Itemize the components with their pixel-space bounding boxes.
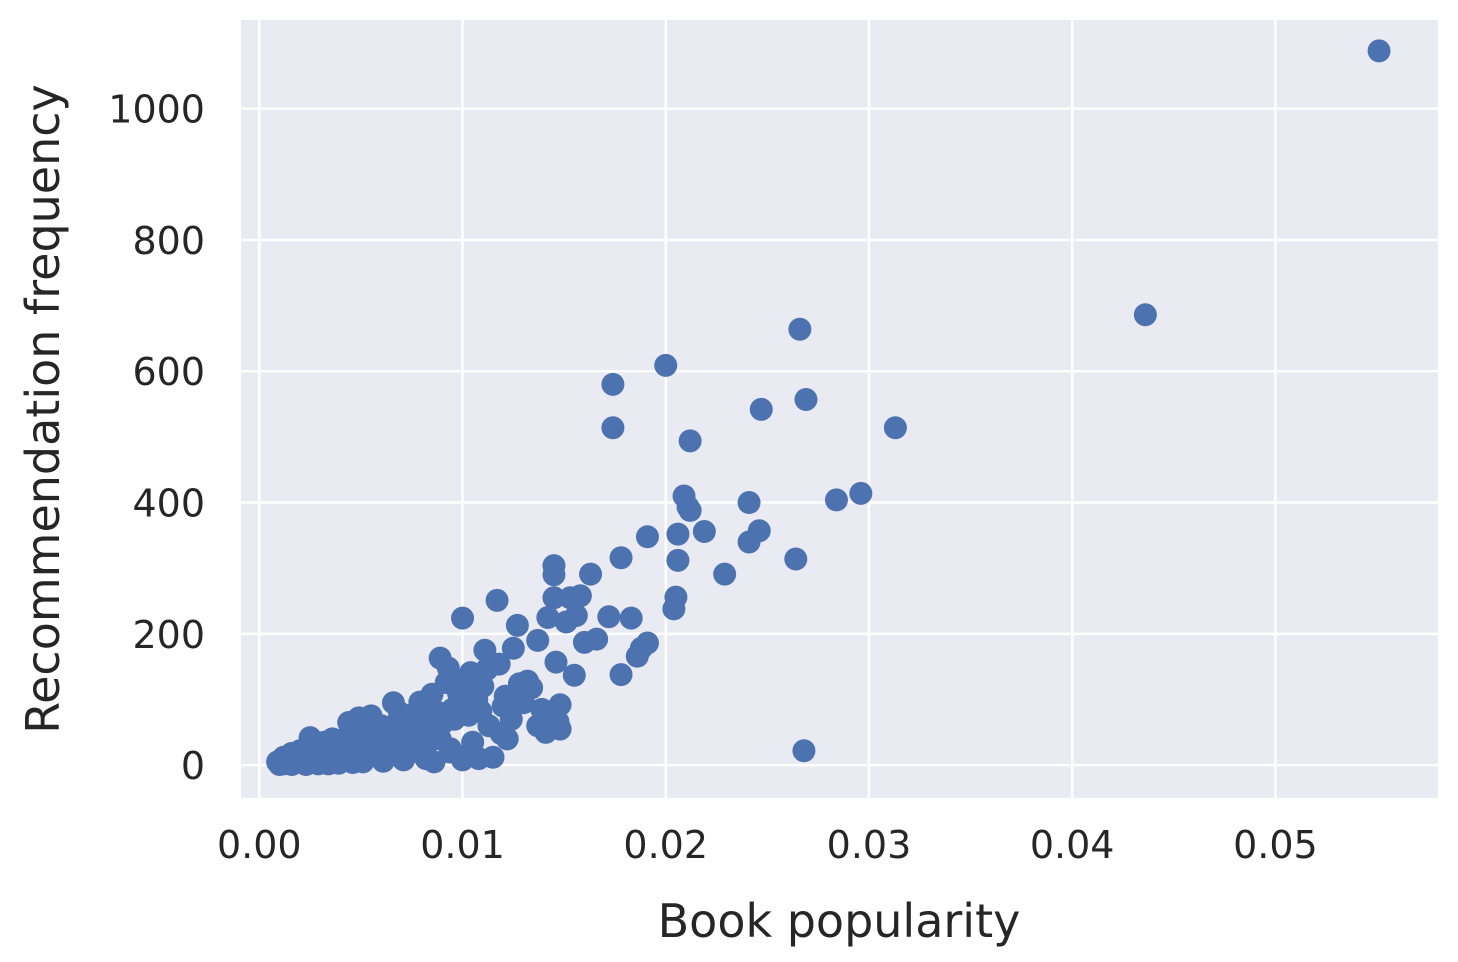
y-tick-label: 200	[132, 613, 205, 657]
data-point	[526, 628, 550, 652]
data-point	[601, 372, 625, 396]
data-point	[619, 606, 643, 630]
y-tick-labels: 0 200 400 600 800 1000	[108, 88, 205, 789]
data-point	[666, 548, 690, 572]
data-point	[597, 605, 621, 629]
data-point	[530, 697, 554, 721]
data-point	[471, 674, 495, 698]
x-gridlines	[258, 20, 1277, 798]
data-point	[501, 636, 525, 660]
data-point	[402, 739, 426, 763]
data-point	[609, 663, 633, 687]
data-point	[737, 530, 761, 554]
data-point	[448, 678, 472, 702]
data-point	[749, 397, 773, 421]
data-point	[485, 588, 509, 612]
data-point	[666, 522, 690, 546]
data-point	[849, 481, 873, 505]
data-point	[495, 727, 519, 751]
plot-background	[241, 20, 1438, 798]
data-point	[349, 744, 373, 768]
data-point	[544, 650, 568, 674]
data-point	[654, 353, 678, 377]
data-point	[788, 317, 812, 341]
data-point	[461, 730, 485, 754]
data-point	[737, 491, 761, 515]
data-point	[794, 387, 818, 411]
data-point	[609, 546, 633, 570]
data-point	[579, 562, 603, 586]
data-point	[542, 563, 566, 587]
data-point	[511, 691, 535, 715]
data-point	[784, 547, 808, 571]
y-tick-label: 1000	[108, 88, 205, 132]
x-tick-label: 0.05	[1233, 823, 1318, 867]
data-point	[585, 627, 609, 651]
data-points	[266, 39, 1391, 777]
x-axis-label: Book popularity	[658, 894, 1021, 948]
data-point	[422, 750, 446, 774]
x-tick-label: 0.03	[827, 823, 912, 867]
data-point	[678, 498, 702, 522]
data-point	[542, 586, 566, 610]
y-tick-label: 0	[181, 744, 205, 788]
data-point	[451, 606, 475, 630]
data-point	[635, 525, 659, 549]
data-point	[418, 694, 442, 718]
data-point	[438, 737, 462, 761]
data-point	[548, 693, 572, 717]
data-point	[601, 416, 625, 440]
data-point	[792, 739, 816, 763]
y-tick-label: 800	[132, 219, 205, 263]
data-point	[493, 684, 517, 708]
data-point	[1133, 303, 1157, 327]
x-tick-label: 0.01	[420, 823, 505, 867]
data-point	[664, 585, 688, 609]
data-point	[481, 745, 505, 769]
data-point	[824, 488, 848, 512]
x-tick-labels: 0.00 0.01 0.02 0.03 0.04 0.05	[217, 823, 1318, 867]
data-point	[713, 562, 737, 586]
y-tick-label: 600	[132, 350, 205, 394]
data-point	[373, 741, 397, 765]
data-point	[1367, 39, 1391, 63]
data-point	[692, 519, 716, 543]
y-tick-label: 400	[132, 482, 205, 526]
data-point	[625, 644, 649, 668]
data-point	[288, 751, 312, 775]
data-point	[562, 663, 586, 687]
data-point	[325, 747, 349, 771]
data-point	[536, 605, 560, 629]
y-axis-label: Recommendation frequency	[16, 84, 70, 734]
data-point	[554, 610, 578, 634]
data-point	[473, 638, 497, 662]
data-point	[678, 429, 702, 453]
x-tick-label: 0.02	[623, 823, 708, 867]
data-point	[505, 613, 529, 637]
data-point	[883, 416, 907, 440]
x-tick-label: 0.04	[1030, 823, 1115, 867]
x-tick-label: 0.00	[217, 823, 302, 867]
data-point	[568, 584, 592, 608]
